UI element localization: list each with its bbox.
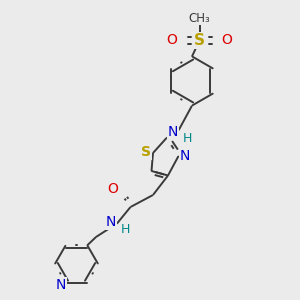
Text: N: N (168, 125, 178, 139)
Text: N: N (56, 278, 66, 292)
Text: N: N (180, 149, 190, 163)
Text: O: O (167, 34, 177, 47)
Text: O: O (222, 34, 232, 47)
Text: N: N (106, 215, 116, 229)
Text: S: S (194, 33, 205, 48)
Text: S: S (141, 146, 152, 159)
Text: H: H (121, 223, 130, 236)
Text: CH₃: CH₃ (189, 11, 210, 25)
Text: H: H (183, 132, 192, 146)
Text: O: O (107, 182, 118, 196)
